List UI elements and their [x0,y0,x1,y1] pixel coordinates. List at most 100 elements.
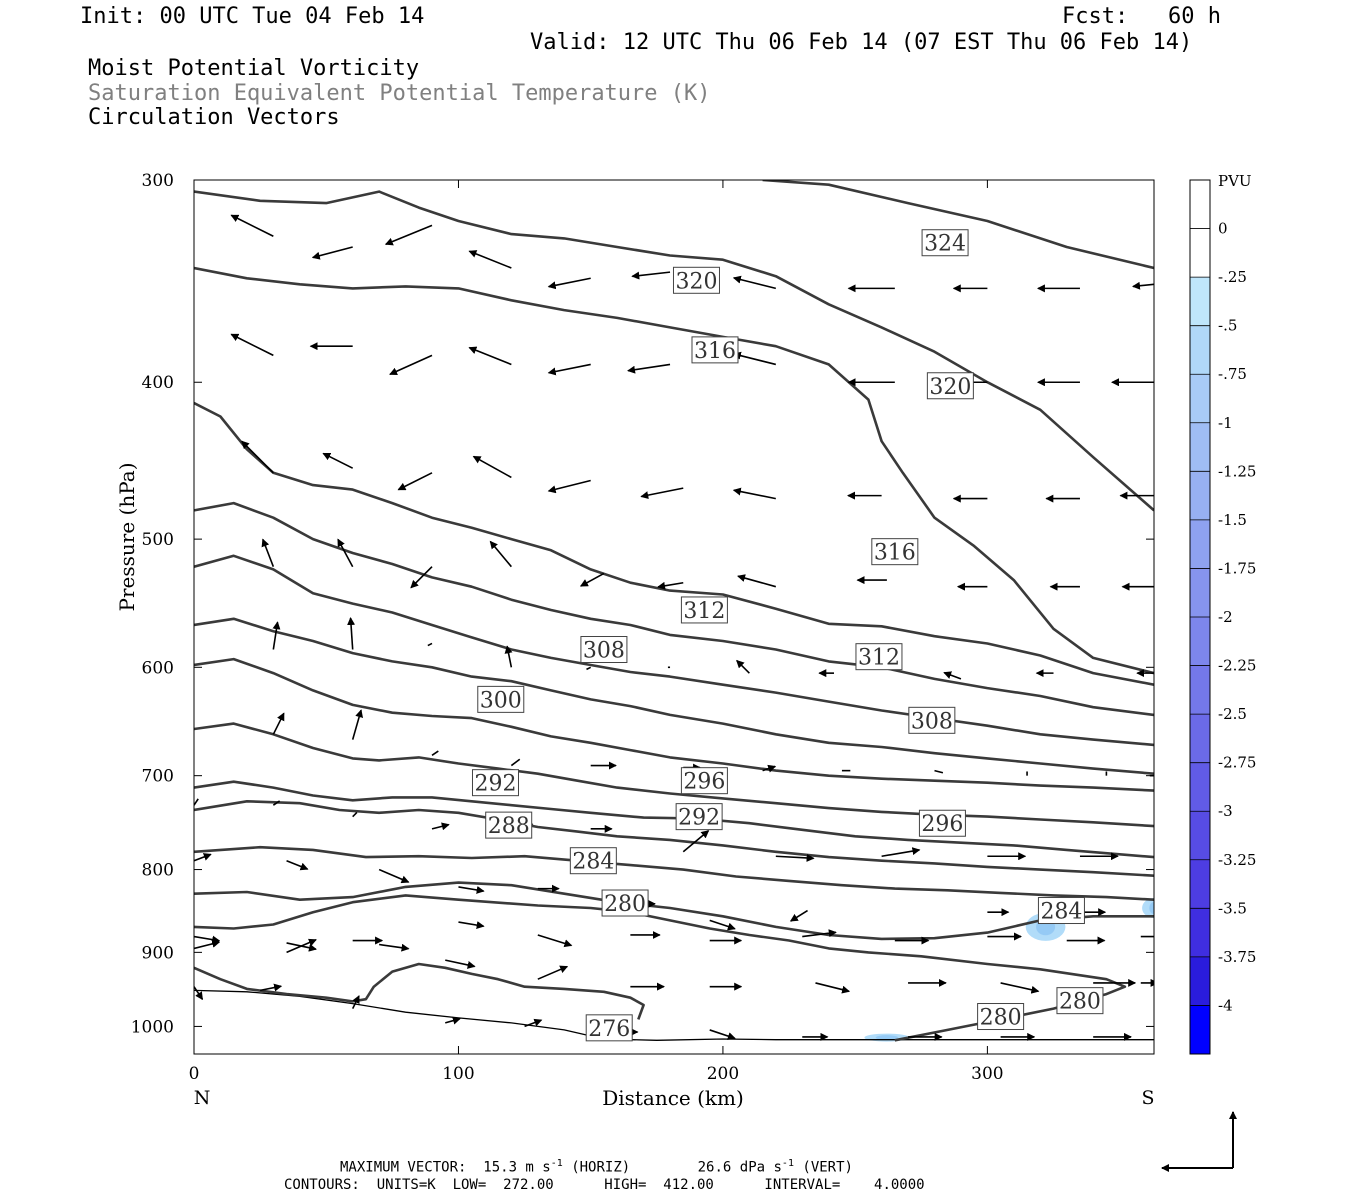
circulation-vector [351,709,364,740]
contour-label: 312 [683,599,725,624]
colorbar-label: -4 [1218,996,1233,1014]
circulation-vector [272,800,281,806]
circulation-vector [410,566,433,589]
circulation-vector [943,671,962,680]
contour-label: 320 [929,375,971,400]
field-title-vectors: Circulation Vectors [88,105,340,130]
circulation-vector [261,538,275,567]
contour-label: 280 [604,892,646,917]
colorbar-swatch [1190,1005,1210,1055]
max-vector-horiz: MAXIMUM VECTOR: 15.3 m s [340,1159,551,1176]
circulation-vector [762,764,777,773]
contour-label: 320 [675,269,717,294]
contour-label-box [921,229,969,257]
colorbar-label: 0 [1218,220,1228,238]
circulation-vector [737,574,777,588]
contour-label: 308 [911,709,953,734]
circulation-vector [241,440,274,474]
colorbar-swatch [1190,811,1210,861]
circulation-vector [427,642,433,647]
y-tick-label: 600 [142,658,174,678]
contour-label: 316 [874,541,916,566]
circulation-vector [547,479,591,494]
pv-shading-core [1149,902,1154,915]
contour-info-line: CONTOURS: UNITS=K LOW= 272.00 HIGH= 412.… [284,1177,925,1193]
contour-label-box [1056,987,1104,1015]
theta-es-contour-288 [194,800,1154,877]
x-tick-label: 0 [189,1064,200,1084]
circulation-vector [709,919,736,931]
contour-label-box [918,809,966,837]
contour-label-box [580,636,628,664]
colorbar-label: -.25 [1218,268,1247,286]
colorbar-unit: PVU [1218,172,1252,190]
contour-label: 324 [924,232,966,257]
colorbar-label: -1.75 [1218,559,1256,577]
contour-label: 292 [678,806,720,831]
theta-es-contour-284 [194,881,1154,941]
circulation-vector [230,214,274,237]
contour-label-box [680,596,728,624]
pv-shading-region [1142,898,1154,919]
colorbar-label: -2 [1218,608,1233,626]
y-tick-label: 900 [142,943,174,963]
max-vector-vert-exponent: -1 [781,1158,794,1169]
circulation-vector [194,622,195,626]
contour-label: 300 [480,688,522,713]
colorbar-label: -3.75 [1218,948,1256,966]
contour-label-box [977,1003,1025,1031]
circulation-vector [579,572,605,587]
circulation-vector [384,224,433,246]
y-tick-label: 400 [142,373,174,393]
contour-label: 276 [588,1017,630,1042]
contour-label-box [1037,897,1085,925]
circulation-vector [547,277,591,290]
circulation-vector [472,455,512,479]
circulation-vector [1132,281,1154,290]
circulation-vector [337,538,354,568]
circulation-vector [640,487,684,500]
circulation-vector [789,909,808,922]
plot-frame [193,179,1155,1055]
contour-label-box [871,538,919,566]
circulation-vector [547,363,591,376]
theta-es-contour-324 [194,190,1154,512]
circulation-vector [259,983,283,992]
contour-label: 280 [1059,990,1101,1015]
circulation-vector [732,351,777,366]
contour-label: 280 [980,1006,1022,1031]
x-tick-label: 100 [442,1064,474,1084]
north-end-label: N [194,1087,211,1109]
theta-es-contour-312 [194,554,1154,747]
circulation-vector [736,659,750,674]
colorbar-swatch [1190,228,1210,278]
colorbar-swatch [1190,956,1210,1006]
colorbar-swatch [1190,908,1210,958]
colorbar-swatch [1190,422,1210,472]
contour-label-box [926,372,974,400]
max-vector-vert: (HORIZ) 26.6 dPa s [562,1159,782,1176]
contour-label: 284 [572,850,614,875]
colorbar-swatch [1190,180,1210,230]
colorbar-swatch [1190,568,1210,618]
circulation-vector [881,847,921,858]
circulation-vector [631,271,671,280]
colorbar-swatch [1190,859,1210,909]
circulation-vector [657,581,684,590]
circulation-vector [194,798,199,806]
contour-label: 284 [1040,900,1082,925]
theta-es-contour-280 [194,894,1127,1042]
plot-area: 324 320 316 320 316 312 312 308 308 300 296 292 292 2… [194,180,1154,1042]
circulation-vector [272,621,281,650]
circulation-vector [732,487,776,500]
circulation-vector [504,645,513,668]
circulation-vector [468,346,512,366]
circulation-vector [322,452,354,469]
contour-label-box [908,706,956,734]
theta-es-contour-320 [194,266,1154,675]
theta-es-contour-316 [194,401,1154,686]
theta-es-contour-328 [762,180,1154,270]
circulation-vector [537,934,573,948]
contour-label-box [675,803,723,831]
